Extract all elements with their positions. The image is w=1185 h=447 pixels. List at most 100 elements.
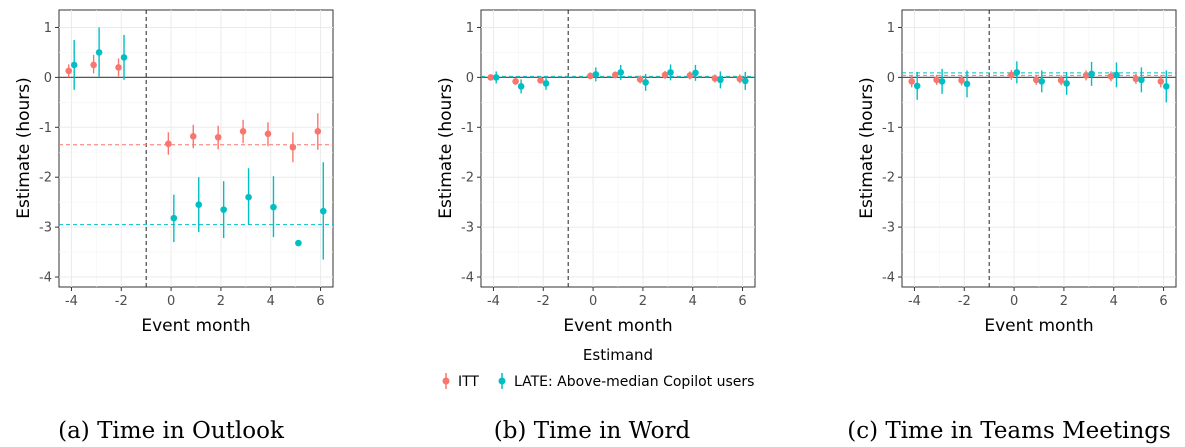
y-tick-label: -1 (461, 121, 474, 136)
data-point-itt (933, 76, 940, 84)
y-tick-label: 0 (466, 71, 474, 86)
data-point-late (95, 49, 103, 56)
marks (59, 10, 333, 287)
data-point-late (642, 79, 649, 86)
data-point-itt (264, 130, 272, 138)
x-tick-label: 6 (316, 294, 324, 309)
y-tick-label: 0 (887, 71, 895, 86)
x-tick-label: -4 (65, 294, 78, 309)
data-point-itt (165, 140, 172, 148)
legend-key-dot-itt (442, 377, 450, 385)
legend-label-late: LATE: Above-median Copilot users (514, 374, 754, 390)
panel-caption: (c) Time in Teams Meetings (847, 418, 1171, 444)
data-point-itt (65, 67, 73, 75)
data-point-late (1088, 70, 1095, 78)
data-point-late (319, 207, 327, 215)
data-point-itt (1107, 73, 1115, 80)
x-tick-label: 6 (1159, 294, 1167, 309)
legend-title: Estimand (583, 346, 653, 364)
data-point-itt (90, 61, 97, 69)
data-point-itt (1032, 76, 1040, 84)
data-point-itt (611, 71, 619, 79)
y-tick-label: -3 (882, 221, 895, 236)
x-tick-label: 4 (689, 294, 697, 309)
x-tick-label: -2 (537, 294, 550, 309)
y-tick-label: -3 (39, 221, 52, 236)
x-tick-label: 2 (217, 294, 225, 309)
data-point-late (70, 61, 78, 69)
data-point-itt (686, 72, 694, 79)
data-point-itt (1057, 77, 1065, 84)
y-tick-label: 1 (466, 21, 474, 36)
data-point-late (170, 214, 178, 222)
panel-caption: (a) Time in Outlook (58, 418, 285, 444)
legend-label-itt: ITT (458, 374, 479, 390)
data-point-itt (736, 75, 744, 83)
data-point-late (517, 83, 525, 90)
data-point-itt (537, 77, 544, 84)
data-point-late (617, 69, 625, 76)
legend-key-dot-late (498, 377, 506, 385)
data-point-late (220, 206, 227, 213)
y-tick-label: -3 (461, 221, 474, 236)
x-tick-label: 2 (639, 294, 647, 309)
data-point-late (667, 69, 674, 76)
marks (902, 10, 1176, 287)
y-axis-label: Estimate (hours) (436, 77, 456, 219)
data-point-late (717, 76, 724, 84)
data-point-late (270, 203, 277, 211)
data-point-late (1113, 71, 1120, 79)
data-point-late (963, 80, 971, 88)
ticks: -4 -2 0 2 4 6 1 0 -1 -2 -3 -4 (882, 21, 1168, 309)
data-point-late (1038, 78, 1046, 85)
data-point-late (1162, 83, 1170, 90)
data-point-late (1063, 80, 1070, 87)
x-tick-label: 2 (1060, 294, 1068, 309)
data-point-itt (289, 143, 297, 151)
data-point-late (938, 78, 946, 85)
panel-time-in-outlook: -4 -2 0 2 4 6 1 0 -1 -2 -3 -4 Event month Estimate … (14, 9, 334, 444)
data-point-late (195, 201, 203, 208)
data-point-late (913, 82, 921, 90)
data-point-itt (115, 64, 122, 71)
data-point-itt (661, 71, 669, 79)
data-point-late (1013, 69, 1021, 76)
data-point-itt (1082, 72, 1090, 79)
data-point-itt (1132, 75, 1140, 83)
data-point-itt (214, 133, 222, 141)
y-axis-label: Estimate (hours) (14, 77, 34, 219)
data-point-itt (711, 75, 719, 82)
legend-item-late: LATE: Above-median Copilot users (498, 373, 754, 390)
data-point-late (295, 239, 302, 247)
x-tick-label: -4 (487, 294, 500, 309)
y-tick-label: 1 (44, 21, 52, 36)
panel-caption: (b) Time in Word (494, 418, 691, 444)
legend-item-itt: ITT (442, 373, 479, 390)
x-tick-label: 6 (738, 294, 746, 309)
data-point-late (542, 80, 550, 87)
data-point-itt (1008, 71, 1015, 79)
data-point-itt (314, 127, 322, 135)
data-point-itt (908, 78, 916, 85)
data-point-itt (1157, 78, 1165, 85)
marks (481, 10, 755, 287)
data-point-itt (239, 127, 247, 135)
panel-time-in-teams-meetings: -4 -2 0 2 4 6 1 0 -1 -2 -3 -4 Event month Estimate … (847, 9, 1177, 444)
y-tick-label: -2 (39, 171, 52, 186)
y-tick-label: -4 (39, 271, 52, 286)
data-point-itt (189, 132, 197, 140)
y-tick-label: -4 (882, 271, 895, 286)
data-point-late (1138, 76, 1145, 84)
data-point-late (741, 77, 749, 85)
x-tick-label: 4 (267, 294, 275, 309)
data-point-late (692, 69, 699, 77)
x-axis-label: Event month (141, 316, 250, 336)
y-axis-label: Estimate (hours) (857, 77, 877, 219)
data-point-late (492, 74, 500, 81)
x-tick-label: -2 (115, 294, 128, 309)
y-tick-label: -1 (882, 121, 895, 136)
x-tick-label: -2 (958, 294, 971, 309)
x-tick-label: 4 (1110, 294, 1118, 309)
y-tick-label: -2 (882, 171, 895, 186)
